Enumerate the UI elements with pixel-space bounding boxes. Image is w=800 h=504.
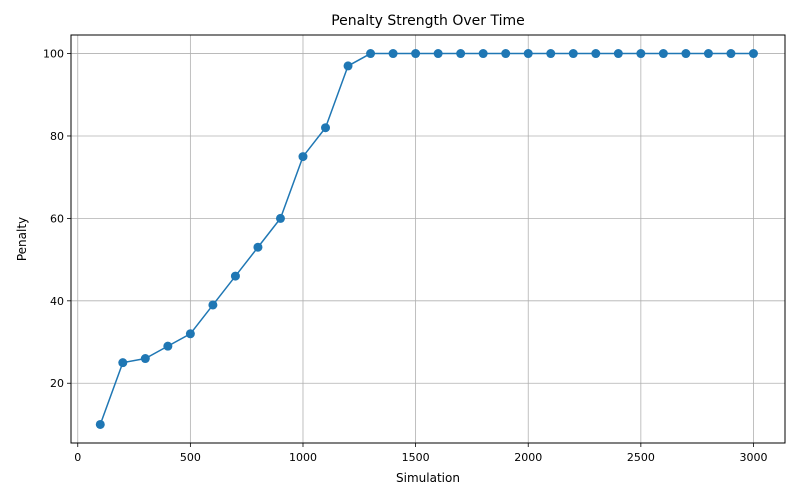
data-point <box>388 49 398 59</box>
x-tick-label: 3000 <box>739 451 767 464</box>
data-point <box>501 49 511 59</box>
chart-title: Penalty Strength Over Time <box>331 13 525 29</box>
x-tick-label: 1000 <box>289 451 317 464</box>
data-point <box>140 354 150 364</box>
data-point <box>163 341 173 351</box>
grid <box>71 35 785 443</box>
x-tick-label: 2000 <box>514 451 542 464</box>
y-axis-ticks: 20 40 60 80 100 <box>43 48 71 390</box>
data-point <box>275 213 285 223</box>
data-point <box>253 242 263 252</box>
x-axis-label: Simulation <box>396 471 460 485</box>
data-point <box>411 49 421 59</box>
data-point <box>703 49 713 59</box>
y-tick-label: 100 <box>43 48 64 61</box>
data-point <box>343 61 353 71</box>
y-tick-label: 20 <box>50 377 64 390</box>
x-tick-label: 0 <box>74 451 81 464</box>
data-point <box>568 49 578 59</box>
x-tick-label: 1500 <box>402 451 430 464</box>
y-tick-label: 60 <box>50 212 64 225</box>
data-point <box>658 49 668 59</box>
y-tick-label: 80 <box>50 130 64 143</box>
data-point <box>456 49 466 59</box>
data-point <box>321 123 331 133</box>
data-point <box>433 49 443 59</box>
x-tick-label: 500 <box>180 451 201 464</box>
data-point <box>95 419 105 429</box>
plot-frame <box>70 34 786 444</box>
data-point <box>591 49 601 59</box>
data-point <box>118 358 128 368</box>
data-point <box>478 49 488 59</box>
x-tick-label: 2500 <box>627 451 655 464</box>
data-point <box>230 271 240 281</box>
y-tick-label: 40 <box>50 295 64 308</box>
data-point <box>636 49 646 59</box>
data-point <box>366 49 376 59</box>
data-point <box>748 49 758 59</box>
data-point <box>726 49 736 59</box>
data-point <box>298 152 308 162</box>
data-point <box>523 49 533 59</box>
data-point <box>546 49 556 59</box>
data-point <box>185 329 195 339</box>
series-layer <box>95 49 758 429</box>
x-axis-ticks: 0 500 1000 1500 2000 2500 3000 <box>74 443 767 464</box>
data-point <box>613 49 623 59</box>
data-point <box>208 300 218 310</box>
data-point <box>681 49 691 59</box>
series-line <box>99 52 754 425</box>
y-axis-label: Penalty <box>15 217 29 261</box>
